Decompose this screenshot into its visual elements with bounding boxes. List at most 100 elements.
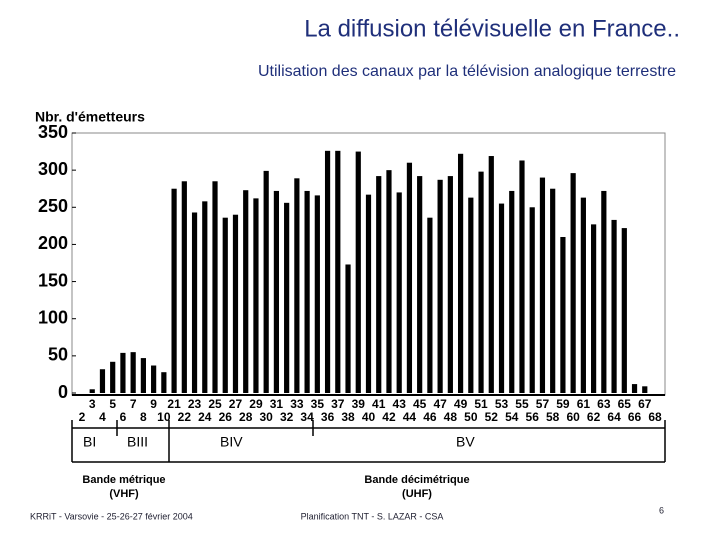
band-brackets	[71, 420, 666, 463]
bar	[355, 151, 361, 393]
bar	[570, 173, 576, 393]
x-tick-label: 6	[120, 410, 127, 424]
bar	[222, 217, 228, 393]
band-group-label: Bande métrique	[82, 474, 165, 486]
x-tick-label: 42	[382, 410, 396, 424]
band-label: BIII	[127, 434, 148, 450]
x-tick-label: 57	[536, 397, 550, 411]
x-tick-label: 53	[495, 397, 509, 411]
bar	[427, 217, 433, 393]
bar	[324, 150, 331, 393]
x-tick-label: 35	[311, 397, 325, 411]
bar	[631, 384, 638, 393]
y-tick-label: 100	[38, 307, 68, 327]
x-tick-label: 43	[393, 397, 407, 411]
x-tick-label: 3	[89, 397, 96, 411]
bar	[406, 162, 413, 393]
x-tick-label: 30	[259, 410, 273, 424]
bar	[110, 361, 116, 393]
x-tick-label: 65	[618, 397, 632, 411]
y-tick-label: 50	[48, 345, 68, 365]
x-tick-label: 38	[341, 410, 355, 424]
x-tick-label: 45	[413, 397, 427, 411]
bar	[437, 179, 443, 393]
x-tick-label: 10	[157, 410, 171, 424]
y-tick-label: 0	[58, 382, 68, 402]
footer-center: Planification TNT - S. LAZAR - CSA	[301, 511, 444, 521]
bar	[243, 190, 249, 393]
bar	[151, 365, 157, 393]
x-tick-label: 36	[321, 410, 335, 424]
x-tick-label: 27	[229, 397, 243, 411]
bar	[253, 198, 259, 393]
band-group-label: (VHF)	[109, 488, 139, 500]
x-tick-label: 44	[403, 410, 417, 424]
bar	[457, 153, 464, 393]
x-tick-label: 67	[638, 397, 652, 411]
x-tick-label: 24	[198, 410, 212, 424]
band-label: BI	[83, 434, 96, 450]
bar	[161, 372, 167, 393]
x-tick-label: 54	[505, 410, 519, 424]
bar	[529, 207, 535, 393]
bar	[232, 214, 239, 393]
x-tick-label: 51	[474, 397, 488, 411]
bar	[509, 190, 515, 393]
y-tick-label: 300	[38, 159, 68, 179]
bar	[202, 201, 208, 393]
band-label: BIV	[220, 434, 243, 450]
x-tick-label: 59	[556, 397, 570, 411]
bar	[601, 190, 607, 393]
x-tick-label: 7	[130, 397, 137, 411]
band-group-label: (UHF)	[402, 488, 432, 500]
x-tick-label: 41	[372, 397, 386, 411]
bar	[580, 197, 586, 393]
bar	[447, 176, 453, 393]
bar	[345, 264, 351, 393]
x-tick-label: 47	[433, 397, 447, 411]
bar	[304, 190, 310, 393]
x-tick-label: 26	[219, 410, 233, 424]
bar	[498, 203, 505, 393]
bar	[263, 170, 269, 393]
y-tick-label: 150	[38, 270, 68, 290]
bar	[335, 150, 341, 393]
bar	[89, 389, 95, 393]
x-tick-label: 39	[352, 397, 366, 411]
x-tick-label: 60	[566, 410, 580, 424]
bar	[621, 228, 627, 393]
bar	[130, 352, 136, 393]
bar	[396, 192, 402, 393]
x-tick-label: 33	[290, 397, 304, 411]
footer-left: KRRiT - Varsovie - 25-26-27 février 2004	[30, 511, 193, 521]
bar	[314, 195, 320, 393]
x-tick-label: 40	[362, 410, 376, 424]
slide-title: La diffusion télévisuelle en France..	[304, 15, 680, 42]
bar	[99, 369, 106, 393]
bar	[560, 237, 566, 393]
x-tick-label: 25	[208, 397, 222, 411]
x-tick-label: 9	[150, 397, 157, 411]
x-tick-label: 23	[188, 397, 202, 411]
x-tick-label: 63	[597, 397, 611, 411]
x-tick-label: 21	[167, 397, 181, 411]
bar	[550, 188, 556, 393]
slide-subtitle: Utilisation des canaux par la télévision…	[258, 63, 676, 80]
x-tick-label: 62	[587, 410, 601, 424]
bar	[468, 197, 474, 393]
x-tick-label: 2	[79, 410, 86, 424]
x-tick-label: 55	[515, 397, 529, 411]
bar	[284, 202, 290, 393]
x-tick-label: 8	[140, 410, 147, 424]
x-tick-label: 37	[331, 397, 345, 411]
x-tick-label: 49	[454, 397, 468, 411]
x-tick-label: 4	[99, 410, 106, 424]
bar	[273, 190, 280, 393]
bar	[376, 176, 382, 393]
bar	[294, 178, 300, 393]
bar	[191, 212, 198, 393]
bar	[488, 156, 494, 393]
bar	[478, 171, 484, 393]
